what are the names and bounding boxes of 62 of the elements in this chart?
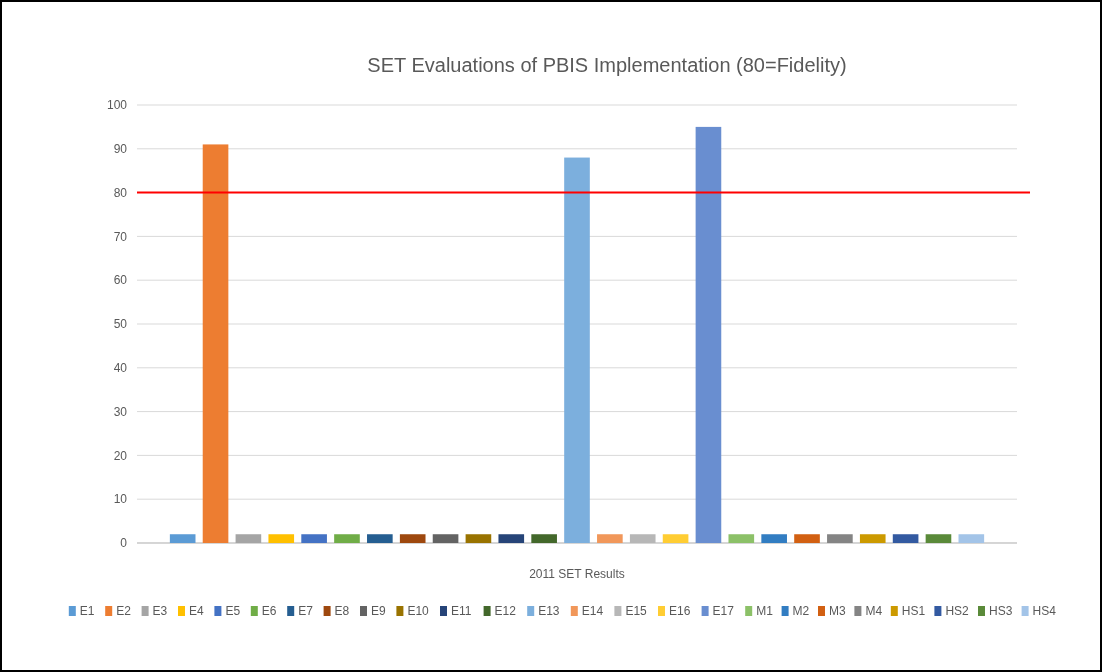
y-tick-label: 10 xyxy=(113,492,128,507)
bar xyxy=(597,534,623,543)
x-tick-label: 2011 SET Results xyxy=(529,567,625,581)
legend-label: E13 xyxy=(538,604,560,619)
legend-label: E3 xyxy=(152,604,168,619)
y-tick-label: 40 xyxy=(113,361,128,375)
bar xyxy=(859,534,886,543)
legend-label: E4 xyxy=(189,604,204,619)
y-tick-label: 90 xyxy=(113,142,128,156)
legend-label: E5 xyxy=(225,604,241,619)
bar xyxy=(498,534,525,543)
y-tick-label: 50 xyxy=(113,317,128,332)
bar xyxy=(925,534,952,543)
legend-label: E2 xyxy=(116,604,132,619)
legend-label: E16 xyxy=(669,604,691,619)
legend-label: HS4 xyxy=(1032,604,1057,619)
bar xyxy=(268,534,295,543)
legend-label: E7 xyxy=(298,604,314,619)
bar xyxy=(827,534,853,543)
legend-label: E10 xyxy=(407,604,430,619)
legend-label: M1 xyxy=(756,604,774,619)
bar xyxy=(432,534,459,543)
legend-label: E14 xyxy=(581,604,604,619)
legend-label: M2 xyxy=(792,604,810,619)
bar xyxy=(334,534,360,543)
legend-label: E6 xyxy=(261,604,277,619)
legend-label: E12 xyxy=(494,604,517,619)
y-tick-label: 80 xyxy=(113,185,128,200)
chart-title: SET Evaluations of PBIS Implementation (80=Fidelity) xyxy=(367,54,847,76)
bar xyxy=(531,534,557,543)
y-tick-label: 30 xyxy=(113,404,128,419)
legend-label: HS2 xyxy=(945,604,970,619)
bar xyxy=(367,534,393,543)
legend-label: E9 xyxy=(371,604,386,619)
bar xyxy=(892,534,919,543)
bar xyxy=(465,534,492,543)
y-tick-label: 0 xyxy=(120,536,128,551)
bar xyxy=(202,144,229,543)
legend-label: HS3 xyxy=(989,604,1013,619)
legend-label: E17 xyxy=(712,604,735,619)
legend-label: E15 xyxy=(625,604,648,619)
legend-label: E1 xyxy=(79,604,95,619)
legend-label: M4 xyxy=(865,604,883,619)
bar xyxy=(169,534,196,543)
bar xyxy=(794,534,820,543)
y-tick-label: 20 xyxy=(113,448,128,463)
legend-label: M3 xyxy=(829,604,846,619)
bar xyxy=(662,534,689,543)
bar xyxy=(695,126,722,543)
bar xyxy=(564,157,590,543)
bar xyxy=(761,534,787,543)
y-tick-label: 70 xyxy=(113,229,128,244)
y-tick-label: 60 xyxy=(113,273,128,288)
bar xyxy=(301,534,327,543)
legend-label: E8 xyxy=(334,604,350,619)
legend-label: E11 xyxy=(451,604,472,619)
legend-label: HS1 xyxy=(901,604,926,619)
bar xyxy=(399,534,426,543)
bar xyxy=(235,534,262,543)
bar xyxy=(728,534,755,543)
y-tick-label: 100 xyxy=(106,98,128,113)
bar xyxy=(958,534,985,543)
